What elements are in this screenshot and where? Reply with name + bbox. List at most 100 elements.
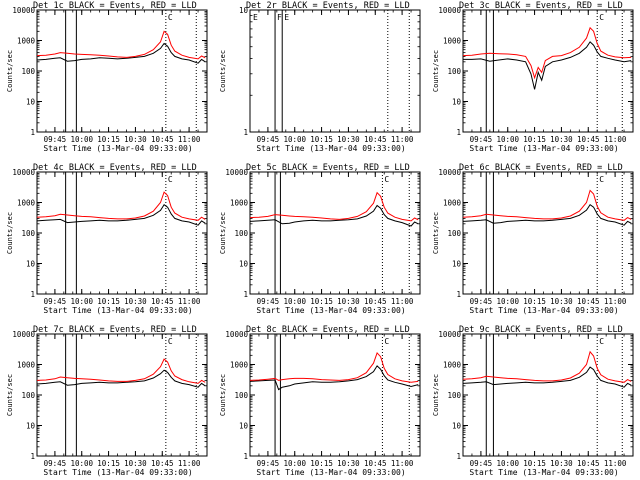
x-tick-label: 10:15 bbox=[310, 135, 333, 144]
x-tick-label: 10:00 bbox=[496, 135, 519, 144]
y-tick-label: 1000 bbox=[443, 37, 462, 46]
x-tick-label: 10:30 bbox=[550, 135, 573, 144]
x-tick-label: 10:45 bbox=[151, 135, 174, 144]
x-axis-label: Start Time (13-Mar-04 09:33:00) bbox=[469, 468, 618, 477]
panel-title: Det 8c BLACK = Events, RED = LLD bbox=[246, 325, 410, 335]
y-tick-label: 1000 bbox=[17, 199, 36, 208]
y-tick-label: 10 bbox=[239, 6, 249, 15]
lld-rate-line bbox=[462, 350, 632, 383]
y-axis-label: Counts/sec bbox=[432, 50, 440, 92]
y-axis-label: Counts/sec bbox=[6, 212, 14, 254]
y-tick-label: 1 bbox=[243, 128, 248, 137]
panel-title: Det 3c BLACK = Events, RED = LLD bbox=[459, 1, 623, 11]
x-tick-label: 11:00 bbox=[178, 297, 201, 306]
x-tick-label: 09:45 bbox=[44, 135, 67, 144]
y-axis-label: Counts/sec bbox=[6, 374, 14, 416]
x-tick-label: 10:00 bbox=[283, 297, 306, 306]
x-tick-label: 10:30 bbox=[124, 297, 147, 306]
y-tick-label: 10 bbox=[452, 260, 462, 269]
lld-rate-line bbox=[36, 191, 206, 221]
y-tick-label: 1 bbox=[456, 452, 461, 461]
events-rate-line bbox=[36, 369, 206, 388]
events-rate-line bbox=[249, 365, 419, 391]
x-tick-label: 11:00 bbox=[391, 459, 414, 468]
x-tick-label: 09:45 bbox=[44, 297, 67, 306]
y-tick-label: 1000 bbox=[17, 361, 36, 370]
x-tick-label: 10:15 bbox=[523, 297, 546, 306]
x-axis-label: Start Time (13-Mar-04 09:33:00) bbox=[43, 468, 192, 477]
x-tick-label: 10:30 bbox=[337, 297, 360, 306]
x-axis-label: Start Time (13-Mar-04 09:33:00) bbox=[256, 468, 405, 477]
marker-annotation: E bbox=[253, 13, 258, 22]
y-tick-label: 10 bbox=[239, 422, 249, 431]
x-tick-label: 10:45 bbox=[577, 135, 600, 144]
events-rate-line bbox=[462, 203, 632, 226]
y-tick-label: 100 bbox=[21, 391, 35, 400]
y-axis-label: Counts/sec bbox=[432, 212, 440, 254]
lld-rate-line bbox=[462, 26, 632, 80]
marker-annotation: C bbox=[168, 13, 173, 22]
panel-det-1: Det 1c BLACK = Events, RED = LLD Counts/s… bbox=[6, 1, 208, 153]
x-tick-label: 10:15 bbox=[310, 297, 333, 306]
y-tick-label: 10 bbox=[26, 98, 36, 107]
y-tick-label: 10000 bbox=[12, 6, 35, 15]
events-rate-line bbox=[463, 41, 632, 90]
x-tick-label: 11:00 bbox=[604, 459, 627, 468]
x-axis-label: Start Time (13-Mar-04 09:33:00) bbox=[256, 306, 405, 315]
marker-annotation: C bbox=[599, 13, 604, 22]
x-tick-label: 09:45 bbox=[257, 459, 280, 468]
plot-frame bbox=[462, 171, 634, 295]
y-tick-label: 10000 bbox=[438, 6, 461, 15]
marker-annotation: F bbox=[277, 13, 282, 22]
y-tick-label: 100 bbox=[21, 67, 35, 76]
panel-title: Det 9c BLACK = Events, RED = LLD bbox=[459, 325, 623, 335]
x-tick-label: 09:45 bbox=[257, 135, 280, 144]
x-tick-label: 10:00 bbox=[496, 459, 519, 468]
y-tick-label: 1000 bbox=[17, 37, 36, 46]
y-tick-label: 10000 bbox=[12, 330, 35, 339]
panel-det-5: Det 5c BLACK = Events, RED = LLD Counts/s… bbox=[219, 163, 421, 315]
x-tick-label: 10:45 bbox=[151, 297, 174, 306]
panel-title: Det 5c BLACK = Events, RED = LLD bbox=[246, 163, 410, 173]
x-tick-label: 10:15 bbox=[97, 135, 120, 144]
x-tick-label: 09:45 bbox=[470, 459, 493, 468]
x-tick-label: 10:00 bbox=[496, 297, 519, 306]
y-tick-label: 1000 bbox=[230, 199, 249, 208]
x-tick-label: 10:00 bbox=[283, 459, 306, 468]
lld-rate-line bbox=[249, 351, 419, 383]
y-tick-label: 10000 bbox=[225, 330, 248, 339]
x-axis-label: Start Time (13-Mar-04 09:33:00) bbox=[256, 144, 405, 153]
plot-frame bbox=[36, 333, 208, 457]
x-tick-label: 11:00 bbox=[178, 135, 201, 144]
panel-title: Det 7c BLACK = Events, RED = LLD bbox=[33, 325, 197, 335]
x-tick-label: 09:45 bbox=[470, 135, 493, 144]
panel-title: Det 2r BLACK = Events, RED = LLD bbox=[246, 1, 410, 11]
panel-title: Det 1c BLACK = Events, RED = LLD bbox=[33, 1, 197, 11]
y-tick-label: 10 bbox=[239, 260, 249, 269]
x-tick-label: 10:30 bbox=[337, 135, 360, 144]
y-tick-label: 1 bbox=[30, 452, 35, 461]
lld-rate-line bbox=[36, 30, 206, 60]
y-tick-label: 10000 bbox=[225, 168, 248, 177]
x-tick-label: 10:15 bbox=[523, 135, 546, 144]
plot-frame bbox=[36, 171, 208, 295]
marker-annotation: E bbox=[284, 13, 289, 22]
x-tick-label: 10:30 bbox=[124, 135, 147, 144]
x-tick-label: 10:45 bbox=[364, 135, 387, 144]
y-tick-label: 100 bbox=[447, 229, 461, 238]
x-axis-label: Start Time (13-Mar-04 09:33:00) bbox=[469, 144, 618, 153]
y-tick-label: 1000 bbox=[230, 361, 249, 370]
y-tick-label: 10 bbox=[452, 98, 462, 107]
y-tick-label: 10000 bbox=[12, 168, 35, 177]
panel-title: Det 4c BLACK = Events, RED = LLD bbox=[33, 163, 197, 173]
panel-det-2: Det 2r BLACK = Events, RED = LLD Counts/s… bbox=[219, 1, 421, 153]
x-tick-label: 09:45 bbox=[257, 297, 280, 306]
x-tick-label: 10:45 bbox=[577, 297, 600, 306]
panel-det-8: Det 8c BLACK = Events, RED = LLD Counts/s… bbox=[219, 325, 421, 477]
y-axis-label: Counts/sec bbox=[219, 374, 227, 416]
y-tick-label: 100 bbox=[447, 67, 461, 76]
x-tick-label: 10:45 bbox=[364, 297, 387, 306]
marker-annotation: C bbox=[599, 337, 604, 346]
x-tick-label: 10:30 bbox=[550, 297, 573, 306]
x-axis-label: Start Time (13-Mar-04 09:33:00) bbox=[43, 144, 192, 153]
